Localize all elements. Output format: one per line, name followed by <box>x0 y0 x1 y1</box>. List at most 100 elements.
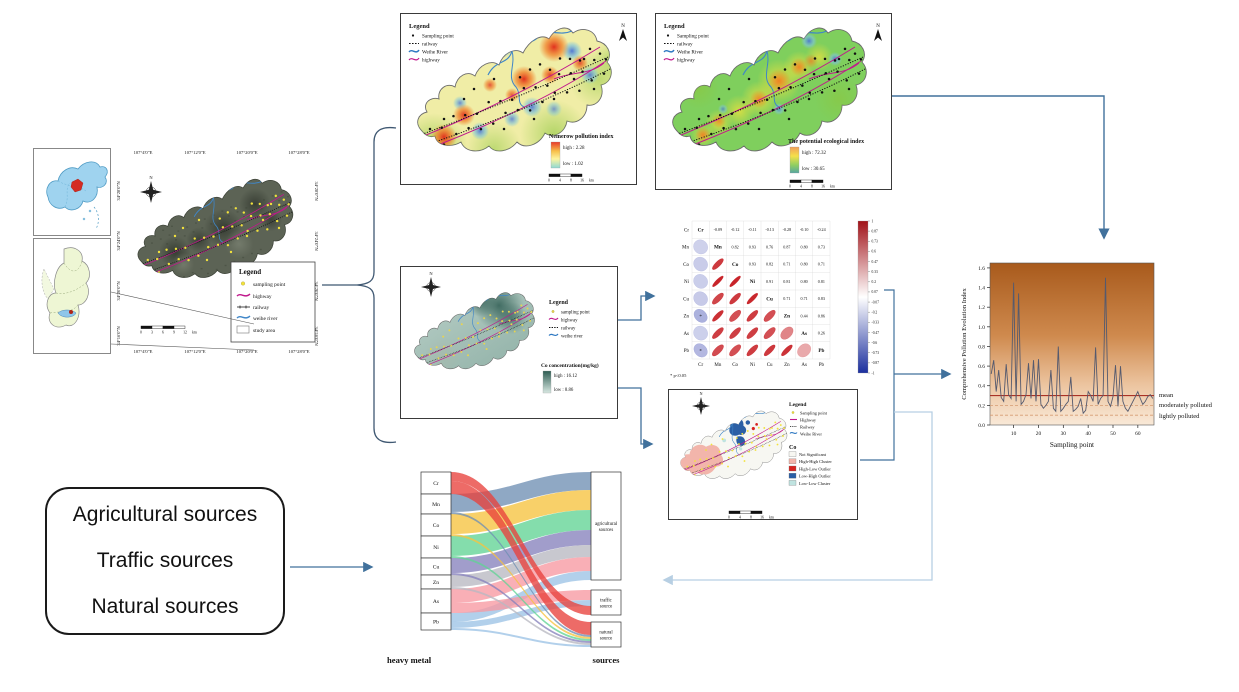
railway-line <box>415 310 533 360</box>
texture-speckle <box>230 206 233 208</box>
corr-ellipse <box>780 326 794 340</box>
index-low-label: low : 30.65 <box>802 167 825 172</box>
sampling-point <box>493 327 496 330</box>
sampling-point <box>553 91 557 94</box>
sampling-point <box>782 435 784 437</box>
sampling-point <box>741 455 744 458</box>
sampling-point <box>807 97 811 101</box>
sampling-point <box>514 311 517 314</box>
y-tick-label: 0.6 <box>978 364 985 370</box>
river-icon <box>548 333 559 337</box>
corr-ellipse <box>763 344 776 357</box>
texture-speckle <box>212 214 215 216</box>
col-label: Cr <box>698 363 703 368</box>
texture-speckle <box>271 195 274 197</box>
line-chart-svg: 0.00.20.40.60.81.01.21.41.610 20 30 40 50 60 … <box>961 262 1213 449</box>
scale-segment <box>140 325 153 329</box>
threshold-label-mean: mean <box>1159 392 1174 399</box>
texture-speckle <box>292 241 293 243</box>
coord-label: 34°20'0"N <box>116 281 121 301</box>
arrow-comap-to-corr <box>618 290 656 321</box>
river-icon <box>663 49 675 53</box>
coord-label: 34°20'0"N <box>314 281 319 301</box>
sampling-point <box>528 68 532 71</box>
intensity-spot <box>594 39 612 79</box>
sampling-point <box>181 226 185 230</box>
sampling-point <box>712 457 715 460</box>
sankey-metal-label: Zn <box>433 580 439 586</box>
corr-ellipse <box>712 275 724 287</box>
sampling-point <box>735 437 738 439</box>
sampling-point <box>604 58 608 61</box>
legend-title: Legend <box>239 268 261 276</box>
river-icon <box>789 431 798 435</box>
corr-value: 0.83 <box>818 296 825 301</box>
scale-bar: 0 3 6 9 12 km <box>140 325 197 335</box>
highway-line <box>553 62 605 80</box>
railway-line <box>686 68 866 144</box>
sampling-point <box>522 86 526 90</box>
sampling-point <box>700 468 703 471</box>
highway-line <box>437 60 607 146</box>
sampling-point <box>442 335 445 338</box>
highway-line <box>137 194 285 269</box>
intensity-spot <box>424 336 462 369</box>
satellite-map-svg: 107°4'0"E 107°12'0"E 107°20'0"E 107°28'0… <box>116 150 319 354</box>
corr-ellipse <box>729 292 741 305</box>
sampling-point <box>428 127 432 131</box>
sampling-point <box>526 307 529 310</box>
sampling-point <box>808 91 812 94</box>
scale-unit-label: km <box>830 185 835 189</box>
class-swatch <box>788 465 797 472</box>
cluster-region <box>751 426 755 431</box>
texture-speckle <box>201 227 204 229</box>
sampling-point <box>541 100 544 104</box>
sampling-point <box>717 97 721 101</box>
sampling-point <box>202 236 206 239</box>
texture-speckle <box>219 219 221 221</box>
sampling-point <box>246 229 249 233</box>
intensity-spot <box>750 90 768 108</box>
diagonal-element-label: Mn <box>714 245 722 251</box>
sampling-point <box>569 72 573 75</box>
ecological-index-map: Legend Sampling point railway Weihe Rive… <box>655 13 892 190</box>
intensity-spot <box>522 97 542 117</box>
scale-segment <box>739 510 752 514</box>
sampling-point <box>783 427 786 430</box>
sankey-source-node <box>590 589 622 616</box>
intensity-spot <box>239 188 271 220</box>
corr-value: 0.76 <box>766 244 773 249</box>
colorbar-tick-label: -0.73 <box>872 351 880 355</box>
x-tick-label: 10 <box>1011 431 1017 437</box>
legend-item-label: railway <box>677 42 693 48</box>
sampling-point <box>174 247 178 251</box>
sampling-point <box>565 91 569 94</box>
index-title: Co concentration(mg/kg) <box>541 362 599 369</box>
scale-tick-label: 16 <box>760 516 764 520</box>
scale-segment <box>559 173 572 177</box>
sources-text-box: Agricultural sources Traffic sources Nat… <box>45 487 285 635</box>
sampling-point <box>757 435 760 438</box>
y-tick-label: 1.4 <box>978 286 985 292</box>
sampling-point <box>534 85 537 89</box>
x-axis-label: Sampling point <box>1050 441 1094 449</box>
sampling-point <box>812 72 816 76</box>
sampling-point <box>483 342 486 345</box>
sampling-point <box>187 258 190 262</box>
scale-bar: 0 4 8 16 km <box>728 510 774 520</box>
river-icon <box>408 49 420 53</box>
compass-rose-icon: N <box>692 391 710 415</box>
sankey-left-title: heavy metal <box>387 655 432 665</box>
corr-value: 0.71 <box>783 262 790 267</box>
sampling-point <box>568 57 572 61</box>
class-label: Not Significant <box>799 452 827 457</box>
sampling-point <box>522 311 525 314</box>
sampling-point <box>592 87 596 91</box>
coord-label: 107°28'0"E <box>288 150 309 155</box>
texture-speckle <box>183 276 185 278</box>
corr-ellipse <box>763 310 776 322</box>
legend-item-label: sampling point <box>253 282 286 288</box>
sampling-point <box>773 75 777 79</box>
sankey-flow-Ni <box>451 556 591 641</box>
sampling-point <box>460 323 463 326</box>
